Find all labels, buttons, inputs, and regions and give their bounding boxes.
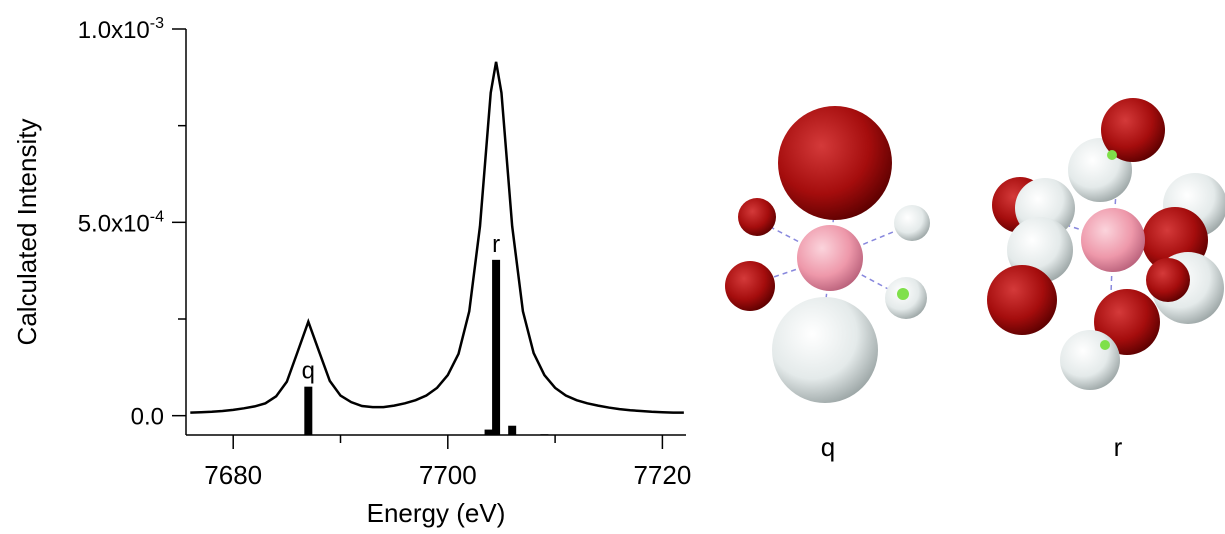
- y-tick-label-base: 0.0: [131, 404, 164, 431]
- x-tick-label: 7700: [419, 460, 477, 490]
- y-tick-exponent: -3: [150, 15, 164, 32]
- y-tick-label-base: 1.0x10: [78, 17, 150, 44]
- orbital-q: [725, 106, 930, 403]
- y-tick-label: 0.0: [131, 404, 164, 431]
- orbital-label: q: [821, 432, 835, 462]
- stick: [484, 429, 493, 435]
- y-axis-label: Calculated Intensity: [12, 119, 42, 346]
- stick-label: q: [302, 358, 315, 385]
- y-tick-exponent: -4: [150, 208, 164, 225]
- x-axis-label: Energy (eV): [367, 498, 506, 528]
- orbital-label: r: [1114, 432, 1123, 462]
- stick: [508, 425, 517, 435]
- x-tick-label: 7720: [633, 460, 691, 490]
- y-tick-label: 1.0x10-3: [78, 15, 164, 44]
- y-tick-label-base: 5.0x10: [78, 210, 150, 237]
- axes: 0.0 5.0x10-4 1.0x10-3 7680 7700 7720 Energy (e…: [12, 15, 691, 528]
- stick-label: r: [492, 231, 500, 258]
- stick: [304, 386, 313, 435]
- stick: [540, 434, 549, 435]
- x-tick-label: 7680: [204, 460, 262, 490]
- stick: [492, 259, 501, 435]
- orbital-r: [987, 98, 1225, 390]
- y-tick-label: 5.0x10-4: [78, 208, 164, 237]
- spectrum-line: [190, 61, 684, 414]
